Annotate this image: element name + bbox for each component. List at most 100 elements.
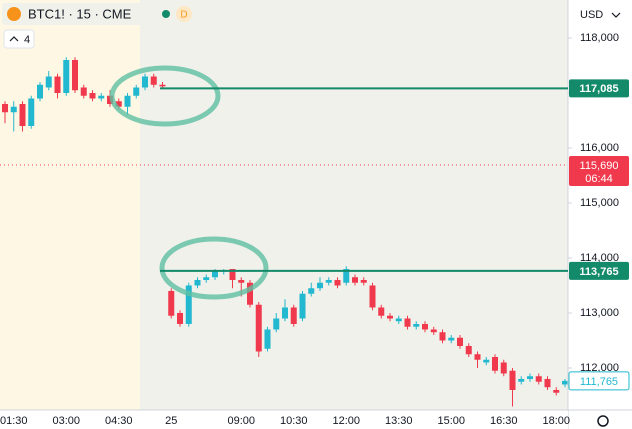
candle-body	[360, 279, 367, 283]
candle-body	[273, 318, 280, 330]
y-tick-label: 113,000	[580, 307, 619, 319]
x-tick-label: 10:30	[280, 415, 308, 427]
candle-body	[395, 318, 402, 322]
candle-body	[369, 285, 376, 308]
candle-body	[185, 285, 192, 324]
y-tick-label: 112,000	[580, 362, 619, 374]
candle-body	[212, 270, 218, 278]
candle-body	[387, 315, 393, 319]
x-tick-label: 12:00	[332, 415, 360, 427]
candle-body	[194, 279, 201, 286]
countdown: 06:44	[585, 173, 613, 185]
candle-body	[238, 279, 245, 283]
level-label-box	[569, 261, 629, 280]
plot	[2, 57, 568, 407]
candle-body	[562, 380, 568, 385]
level-label: 113,765	[579, 266, 618, 278]
candle-body	[527, 376, 533, 379]
badge	[176, 6, 192, 22]
candle-body	[317, 282, 323, 289]
badge-text: D	[180, 10, 187, 21]
time-axis	[0, 410, 568, 429]
candle-body	[430, 329, 437, 333]
candle-body	[203, 277, 210, 280]
candle-body	[457, 337, 463, 346]
x-tick-label: 18:00	[542, 415, 570, 427]
x-tick-label: 13:30	[385, 415, 413, 427]
candle-body	[290, 307, 297, 324]
chevron	[611, 12, 621, 18]
candle-body	[544, 378, 551, 388]
candle-body	[518, 378, 525, 382]
level-label-box	[569, 79, 629, 98]
candle-body	[264, 329, 271, 349]
highlight-circle	[109, 65, 221, 127]
candle-body	[255, 304, 262, 352]
candle-body	[37, 84, 43, 99]
x-tick-label: 04:30	[105, 415, 133, 427]
candle-body	[422, 323, 428, 330]
candle-body	[474, 354, 481, 360]
y-tick-label: 116,000	[580, 142, 619, 154]
x-tick-label: 09:00	[227, 415, 255, 427]
candle-body	[535, 376, 542, 382]
candle-body	[10, 106, 17, 113]
candle-body	[159, 84, 166, 87]
current-price-label: 115,690	[580, 160, 619, 172]
candle-body	[19, 103, 26, 126]
candle-body	[98, 95, 105, 99]
candle-body	[553, 389, 560, 393]
indicator-count: 4	[24, 34, 30, 46]
level-label: 117,085	[579, 83, 618, 95]
y-tick-label: 118,000	[580, 32, 619, 44]
y-tick-label: 114,000	[580, 252, 619, 264]
last-price-label: 111,765	[580, 376, 618, 388]
candle-body	[492, 356, 498, 371]
candle-body	[378, 307, 385, 316]
candle-body	[413, 323, 420, 327]
currency[interactable]: USD	[580, 9, 603, 21]
last-price-box	[568, 371, 630, 391]
candle-body	[404, 318, 411, 327]
candle-body	[448, 337, 455, 341]
candle-body	[352, 277, 358, 283]
candle-body	[89, 92, 96, 99]
symbol-header[interactable]	[2, 3, 206, 25]
highlight-circle	[159, 236, 269, 300]
candle-body	[133, 87, 140, 96]
candle-body	[115, 101, 122, 107]
candle-body	[124, 95, 131, 107]
x-tick-label: 25	[165, 415, 177, 427]
x-tick-label: 01:30	[0, 415, 28, 427]
candle-body	[483, 359, 490, 363]
session-highlight	[0, 0, 140, 410]
candle-body	[299, 293, 306, 319]
symbol-title: BTC1! · 15 · CME	[28, 6, 132, 21]
indicator-toggle[interactable]	[3, 29, 35, 49]
candle-body	[247, 282, 253, 305]
candle-body	[45, 76, 52, 88]
candle-body	[80, 87, 87, 96]
candle-body	[168, 290, 175, 316]
x-tick-label: 15:00	[437, 415, 465, 427]
candle-body	[325, 279, 332, 283]
candle-body	[72, 60, 78, 91]
x-tick-label: 03:00	[52, 415, 80, 427]
y-tick-label: 115,000	[580, 197, 619, 209]
candle-body	[28, 98, 35, 126]
candle-body	[343, 268, 350, 283]
chevron	[9, 36, 19, 42]
candle-body	[465, 345, 472, 355]
candle-body	[509, 370, 516, 390]
candle-body	[54, 76, 61, 93]
settings-icon[interactable]	[597, 415, 609, 427]
price-axis	[568, 0, 632, 429]
candle-body	[334, 279, 341, 286]
x-tick-label: 16:30	[490, 415, 518, 427]
candle-body	[229, 268, 236, 280]
candle-body	[2, 103, 8, 113]
candle-body	[500, 362, 507, 374]
candle-body	[439, 332, 446, 341]
candle-body	[308, 288, 315, 294]
